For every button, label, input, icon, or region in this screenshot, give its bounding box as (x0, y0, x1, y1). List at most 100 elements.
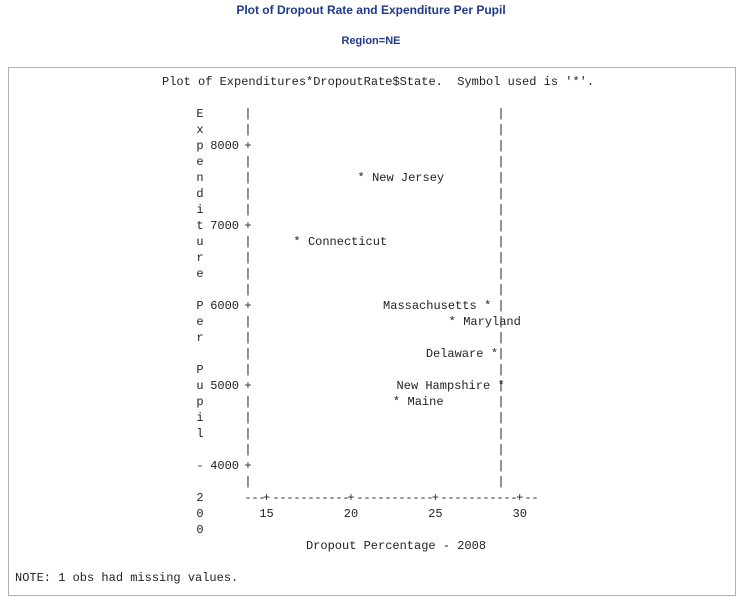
plot-frame: | (497, 331, 504, 345)
x-axis-line: - (531, 491, 538, 505)
x-tick: + (432, 491, 439, 505)
y-axis-line: | (244, 395, 251, 409)
x-axis-line: - (447, 491, 454, 505)
plot-frame: | (497, 155, 504, 169)
y-axis-label-char: 2 (196, 491, 203, 505)
x-axis-line: - (286, 491, 293, 505)
x-axis-line: - (454, 491, 461, 505)
plot-frame: | (497, 411, 504, 425)
plot-frame: | (497, 459, 504, 473)
x-tick: + (516, 491, 523, 505)
x-axis-line: - (412, 491, 419, 505)
y-axis-label-char: p (196, 139, 203, 153)
y-axis-line: | (244, 283, 251, 297)
y-axis-label-char: r (196, 331, 203, 345)
y-tick: + (244, 219, 251, 233)
plot-frame: | (497, 235, 504, 249)
plot-frame: | (497, 443, 504, 457)
y-tick-label: 8000 (210, 139, 239, 153)
x-axis-line: - (293, 491, 300, 505)
y-axis-line: | (244, 123, 251, 137)
point: * (484, 299, 491, 313)
x-axis-line: - (370, 491, 377, 505)
point: * (293, 235, 300, 249)
plot-frame: | (497, 107, 504, 121)
y-axis-line: | (244, 235, 251, 249)
y-tick: + (244, 139, 251, 153)
plot-frame: | (497, 283, 504, 297)
chart-subtitle: Region=NE (342, 35, 401, 47)
x-axis-line: - (475, 491, 482, 505)
x-axis-line: - (482, 491, 489, 505)
x-axis-line: - (272, 491, 279, 505)
y-tick: + (244, 379, 251, 393)
point-label: New Jersey (372, 171, 444, 185)
y-tick-label: 5000 (210, 379, 239, 393)
x-axis-line: - (279, 491, 286, 505)
y-axis-line: | (244, 171, 251, 185)
plot-frame: | (497, 395, 504, 409)
x-axis-line: - (440, 491, 447, 505)
y-axis-label-char: e (196, 315, 203, 329)
x-tick-label: 15 (259, 507, 273, 521)
y-tick-label: 4000 (210, 459, 239, 473)
x-axis-line: - (314, 491, 321, 505)
y-axis-line: | (244, 267, 251, 281)
y-axis-label-char: 0 (196, 507, 203, 521)
x-axis-line: - (377, 491, 384, 505)
x-axis-line: - (510, 491, 517, 505)
point: * (449, 315, 456, 329)
y-axis-line: | (244, 475, 251, 489)
x-tick-label: 20 (344, 507, 358, 521)
y-axis-line: | (244, 315, 251, 329)
point-label: New Hampshire (397, 379, 491, 393)
y-axis-line: | (244, 347, 251, 361)
y-axis-label-char: p (196, 395, 203, 409)
y-axis-label-char: e (196, 267, 203, 281)
x-axis-line: - (328, 491, 335, 505)
point: * (393, 395, 400, 409)
note: NOTE: 1 obs had missing values. (15, 571, 238, 585)
y-axis-label-char: e (196, 155, 203, 169)
plot-frame: | (497, 475, 504, 489)
y-axis-label-char: P (196, 363, 203, 377)
x-axis-line: - (363, 491, 370, 505)
point: * (498, 379, 505, 393)
x-axis-line: - (398, 491, 405, 505)
plot-frame: | (497, 379, 504, 393)
x-axis-line: - (251, 491, 258, 505)
x-axis-line: - (524, 491, 531, 505)
x-axis-label: Dropout Percentage - 2008 (306, 539, 486, 553)
plot-frame: | (497, 363, 504, 377)
y-axis-line: | (244, 187, 251, 201)
x-axis-line: - (258, 491, 265, 505)
plot-frame: | (497, 203, 504, 217)
y-axis-line: | (244, 363, 251, 377)
x-axis-line: - (489, 491, 496, 505)
x-axis-line: - (307, 491, 314, 505)
x-axis-line: - (461, 491, 468, 505)
plot-frame: | (497, 251, 504, 265)
x-axis-line: - (356, 491, 363, 505)
y-axis-line: | (244, 331, 251, 345)
x-tick-label: 25 (428, 507, 442, 521)
plot-frame: | (497, 347, 504, 361)
point-label: Massachusetts (383, 299, 477, 313)
y-axis-label-char: x (196, 123, 203, 137)
x-axis-line: - (405, 491, 412, 505)
x-axis-line: - (300, 491, 307, 505)
plot-frame: | (497, 187, 504, 201)
y-axis-line: | (244, 427, 251, 441)
x-axis-line: - (321, 491, 328, 505)
x-tick-label: 30 (513, 507, 527, 521)
x-axis-line: - (342, 491, 349, 505)
plot-frame: | (497, 427, 504, 441)
plot-frame: | (497, 299, 504, 313)
plot-frame: | (497, 171, 504, 185)
y-axis-label-char: u (196, 379, 203, 393)
y-tick: + (244, 459, 251, 473)
y-axis-line: | (244, 203, 251, 217)
point-label: Connecticut (308, 235, 387, 249)
